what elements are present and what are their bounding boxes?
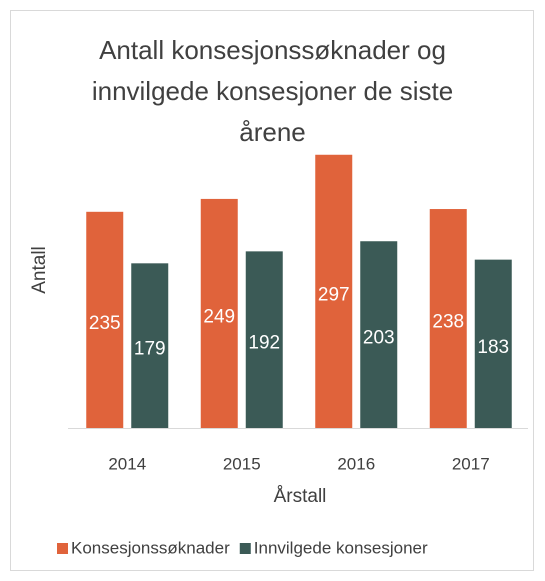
data-label: 183 bbox=[477, 337, 509, 358]
x-tick-label: 2017 bbox=[452, 454, 490, 473]
bar bbox=[429, 209, 467, 428]
x-axis-title: Årstall bbox=[274, 486, 327, 507]
data-label: 297 bbox=[318, 284, 350, 305]
bar bbox=[315, 154, 353, 428]
bar bbox=[200, 198, 238, 428]
data-label: 203 bbox=[363, 328, 395, 349]
legend-swatch bbox=[239, 543, 251, 554]
x-tick-label: 2016 bbox=[337, 454, 375, 473]
data-label: 179 bbox=[134, 339, 166, 360]
data-label: 235 bbox=[89, 313, 121, 334]
legend-label: Konsesjonssøknader bbox=[71, 538, 230, 557]
bar bbox=[360, 241, 398, 428]
bar bbox=[86, 211, 124, 428]
chart-border bbox=[10, 10, 534, 571]
legend-label: Innvilgede konsesjoner bbox=[254, 538, 428, 557]
x-tick-label: 2015 bbox=[223, 454, 261, 473]
legend-swatch bbox=[57, 543, 68, 554]
data-label: 238 bbox=[432, 312, 464, 333]
data-label: 249 bbox=[203, 306, 235, 327]
data-label: 192 bbox=[248, 333, 280, 354]
bar bbox=[131, 263, 169, 428]
bar bbox=[474, 259, 512, 428]
bar bbox=[245, 251, 283, 428]
y-axis-title: Antall bbox=[29, 246, 50, 294]
x-tick-label: 2014 bbox=[108, 454, 146, 473]
chart-title: Antall konsesjonssøknader og innvilgede … bbox=[91, 35, 454, 147]
